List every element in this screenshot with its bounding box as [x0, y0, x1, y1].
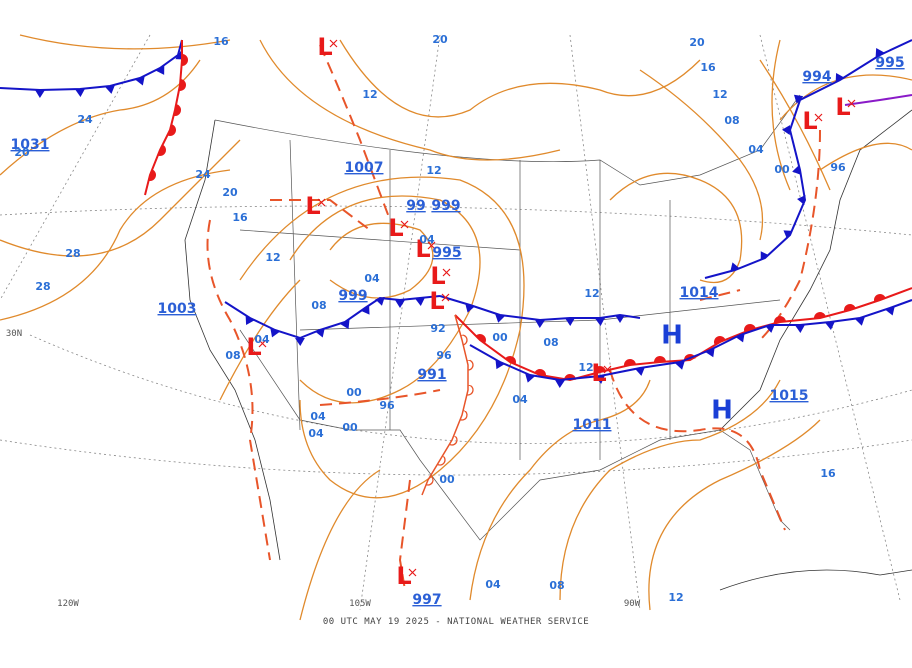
isobar-label: 08 [543, 336, 558, 349]
isobar-label: 16 [700, 61, 716, 74]
isobar-label: 12 [265, 251, 280, 264]
isobar-label: 16 [213, 35, 229, 48]
isobar-label: 20 [432, 33, 448, 46]
fronts [0, 39, 912, 496]
pressure-value: 1003 [158, 301, 197, 317]
low-center: L [246, 333, 261, 361]
warm-front [144, 40, 188, 196]
pressure-value: 999 [338, 288, 367, 304]
isobar-label: 04 [310, 410, 326, 423]
isobar-label: 20 [222, 186, 238, 199]
isobar-label: 04 [254, 333, 270, 346]
footer: 00 UTC MAY 19 2025 - NATIONAL WEATHER SE… [323, 617, 589, 627]
low-center: L [305, 192, 320, 220]
low-marker [847, 99, 856, 108]
low-marker [329, 39, 338, 48]
pressure-value: 1031 [11, 137, 50, 153]
low-center: L [802, 107, 817, 135]
isobar-label: 04 [485, 578, 501, 591]
pressure-value: 1007 [345, 160, 384, 176]
isobar-label: 04 [419, 233, 435, 246]
low-center: L [835, 93, 850, 121]
cold-front [439, 295, 641, 328]
isobar-label: 20 [689, 36, 705, 49]
isobar-label: 04 [748, 143, 764, 156]
isobar-label: 00 [492, 331, 508, 344]
isobar-label: 00 [774, 163, 790, 176]
low-center: L [388, 214, 403, 242]
low-marker [258, 339, 267, 348]
isobar-label: 12 [584, 287, 599, 300]
isobar-label: 04 [308, 427, 324, 440]
low-center: L [591, 359, 606, 387]
cold-front [469, 299, 912, 388]
pressure-value: 995 [432, 245, 461, 261]
low-marker [400, 220, 409, 229]
dry-line [421, 314, 468, 496]
pressure-value: 997 [412, 592, 441, 608]
isobar-label: 08 [724, 114, 739, 127]
pressure-value: 991 [417, 367, 446, 383]
isobar-label: 28 [35, 280, 50, 293]
coordinate-label: 120W [57, 599, 79, 609]
pressure-value: 999 [431, 198, 460, 214]
low-marker [603, 365, 612, 374]
pressure-value: 1011 [573, 417, 612, 433]
isobar-label: 92 [430, 322, 445, 335]
low-center: L [317, 33, 332, 61]
isobars [0, 34, 912, 621]
low-center: L [415, 235, 430, 263]
coordinate-label: 30N [6, 329, 22, 339]
isobar-label: 12 [712, 88, 727, 101]
coordinate-label: 105W [349, 599, 371, 609]
low-center: L [396, 562, 411, 590]
isobar-label: 00 [346, 386, 362, 399]
cold-front [704, 39, 912, 279]
isobar-label: 12 [362, 88, 377, 101]
isobar-label: 96 [830, 161, 846, 174]
isobar-label: 08 [225, 349, 240, 362]
high-center: H [661, 321, 683, 351]
isobar-label: 04 [364, 272, 380, 285]
low-center: L [430, 262, 445, 290]
pressure-value: 995 [875, 55, 904, 71]
isobar-label: 96 [379, 399, 395, 412]
pressure-value: 1015 [770, 388, 809, 404]
coordinate-label: 90W [624, 599, 641, 609]
isobar-label: 20 [14, 146, 30, 159]
high-center: H [711, 396, 733, 426]
low-marker [427, 241, 436, 250]
isobar-label: 00 [439, 473, 455, 486]
low-marker [442, 268, 451, 277]
isobar-label: 08 [311, 299, 326, 312]
isobar-label: 24 [195, 168, 211, 181]
low-marker [814, 113, 823, 122]
isobar-label: 24 [77, 113, 93, 126]
isobar-label: 12 [578, 361, 593, 374]
low-marker [408, 568, 417, 577]
cold-front [224, 295, 441, 346]
low-marker [441, 293, 450, 302]
pressure-value: 1014 [680, 285, 719, 301]
isobar-label: 04 [512, 393, 528, 406]
low-marker [317, 198, 326, 207]
isobar-label: 08 [549, 579, 564, 592]
pressure-value: 99 [406, 198, 425, 214]
pressure-value: 994 [802, 69, 831, 85]
isobar-label: 12 [668, 591, 683, 604]
isobar-label: 16 [232, 211, 248, 224]
isobar-label: 28 [65, 247, 80, 260]
occluded-front [844, 94, 912, 106]
isobar-label: 16 [820, 467, 836, 480]
low-center: L [429, 287, 444, 315]
isobar-label: 00 [342, 421, 358, 434]
isobar-label: 12 [426, 164, 441, 177]
isobar-label: 96 [436, 349, 452, 362]
